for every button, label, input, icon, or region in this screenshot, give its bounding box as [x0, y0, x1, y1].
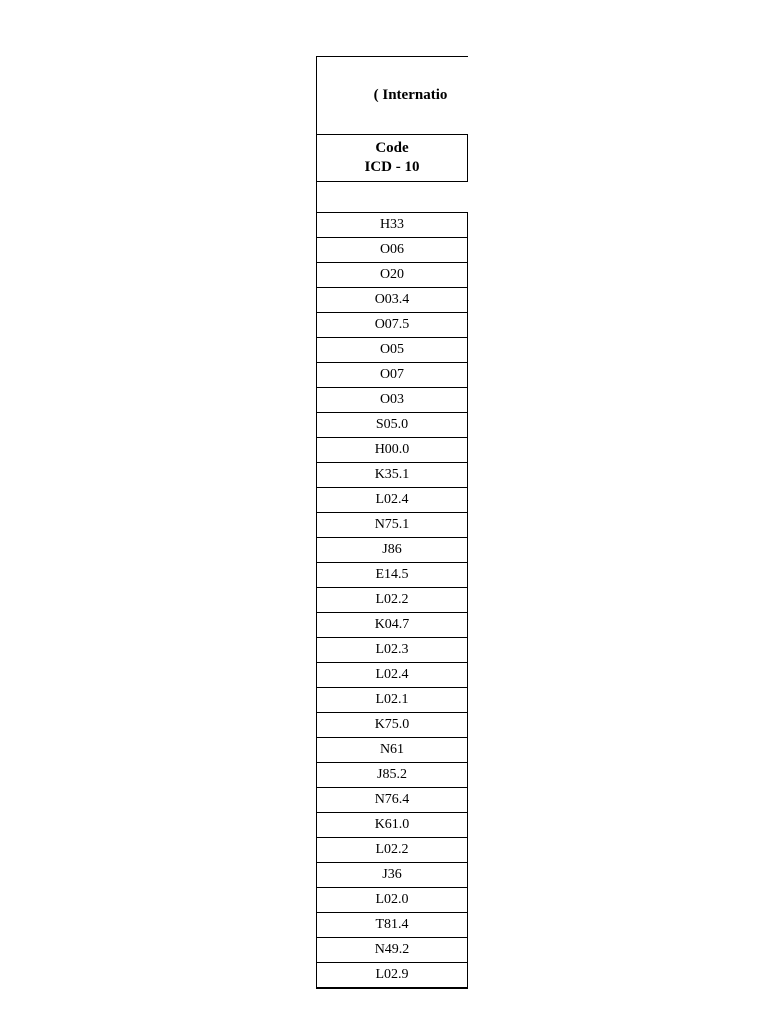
table-row: L02.2	[317, 838, 468, 863]
table-row: O20	[317, 263, 468, 288]
header-line-2: ICD - 10	[365, 158, 420, 177]
table-row: L02.1	[317, 688, 468, 713]
icd-code-table: ( Internatio Code ICD - 10 H33O06O20O03.…	[316, 56, 468, 989]
table-row: N75.1	[317, 513, 468, 538]
table-body: H33O06O20O03.4O07.5O05O07O03S05.0H00.0K3…	[317, 213, 468, 988]
table-row: K35.1	[317, 463, 468, 488]
table-row: N76.4	[317, 788, 468, 813]
table-row: H00.0	[317, 438, 468, 463]
table-row: K61.0	[317, 813, 468, 838]
table-row: T81.4	[317, 913, 468, 938]
document-page: ( Internatio Code ICD - 10 H33O06O20O03.…	[0, 0, 768, 1024]
table-row: L02.0	[317, 888, 468, 913]
table-row: N61	[317, 738, 468, 763]
table-row: J86	[317, 538, 468, 563]
table-row: L02.3	[317, 638, 468, 663]
table-row: S05.0	[317, 413, 468, 438]
table-row: O03	[317, 388, 468, 413]
table-row: L02.4	[317, 488, 468, 513]
table-row: O07	[317, 363, 468, 388]
table-row: J85.2	[317, 763, 468, 788]
table-title: ( Internatio	[317, 57, 468, 135]
table-row: N49.2	[317, 938, 468, 963]
header-line-1: Code	[375, 139, 408, 158]
table-row: K75.0	[317, 713, 468, 738]
table-row: O05	[317, 338, 468, 363]
table-header: Code ICD - 10	[317, 135, 468, 182]
table-row: L02.2	[317, 588, 468, 613]
table-row: H33	[317, 213, 468, 238]
table-row: O07.5	[317, 313, 468, 338]
table-row: K04.7	[317, 613, 468, 638]
table-row: L02.4	[317, 663, 468, 688]
table-row: L02.9	[317, 963, 468, 988]
table-row: J36	[317, 863, 468, 888]
table-row: O03.4	[317, 288, 468, 313]
table-row: O06	[317, 238, 468, 263]
table-row: E14.5	[317, 563, 468, 588]
table-spacer-row	[317, 182, 468, 213]
